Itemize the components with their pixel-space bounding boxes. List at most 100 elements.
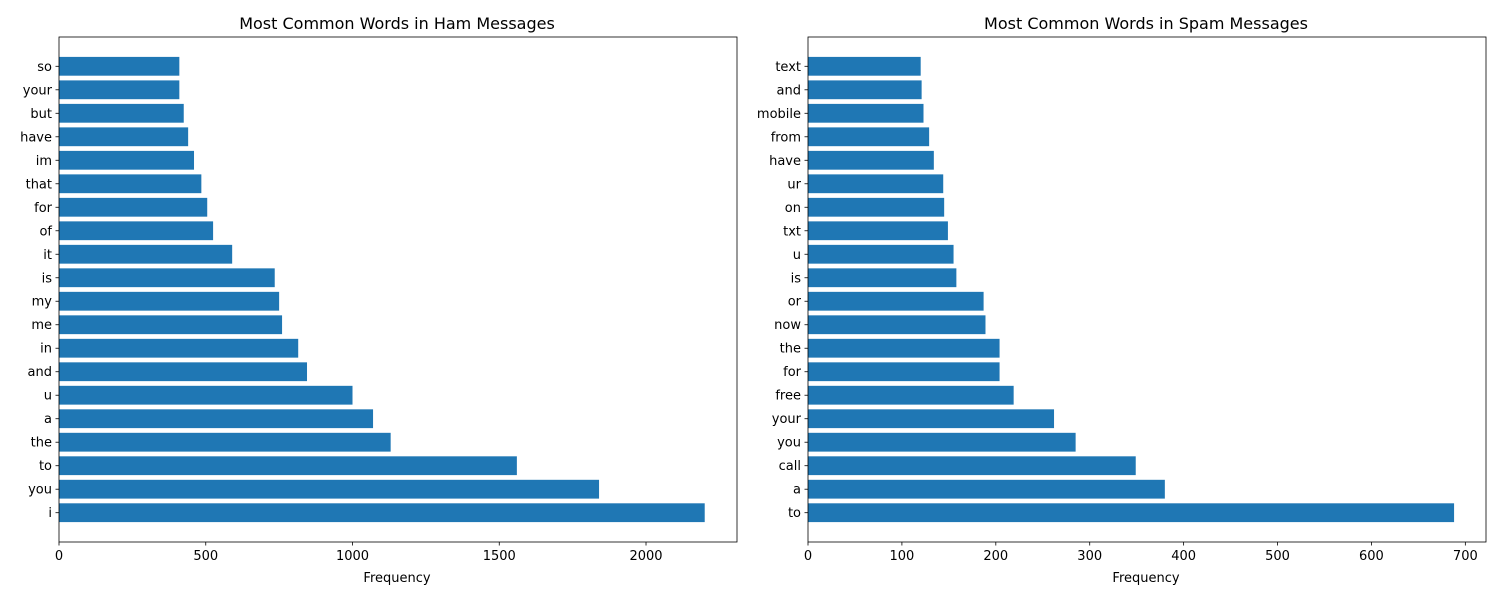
spam-y-tick-label-now: now	[774, 318, 801, 333]
ham-x-tick-label-500: 500	[193, 549, 218, 564]
spam-bar-for	[808, 362, 1000, 382]
spam-y-tick-label-or: or	[788, 295, 802, 310]
ham-x-tick-label-2000: 2000	[629, 549, 662, 564]
ham-y-tick-label-a: a	[44, 412, 52, 427]
spam-bar-txt	[808, 221, 948, 241]
ham-bar-is	[59, 268, 275, 288]
spam-bar-or	[808, 291, 984, 311]
spam-y-tick-label-the: the	[780, 342, 801, 357]
ham-bar-that	[59, 174, 202, 194]
spam-bar-on	[808, 197, 945, 217]
ham-y-tick-label-me: me	[31, 318, 52, 333]
spam-x-tick-label-100: 100	[889, 549, 914, 564]
ham-y-tick-label-that: that	[26, 177, 52, 192]
spam-bar-from	[808, 127, 930, 147]
spam-chart-title: Most Common Words in Spam Messages	[984, 14, 1308, 33]
spam-y-tick-label-from: from	[771, 130, 801, 145]
ham-bar-the	[59, 432, 391, 452]
spam-y-tick-label-txt: txt	[783, 224, 801, 239]
ham-y-tick-label-in: in	[40, 342, 52, 357]
spam-y-tick-label-you: you	[777, 436, 801, 451]
ham-y-tick-label-you: you	[28, 483, 52, 498]
spam-bar-now	[808, 315, 986, 335]
spam-x-tick-label-300: 300	[1077, 549, 1102, 564]
ham-bar-have	[59, 127, 189, 147]
ham-bar-me	[59, 315, 283, 335]
ham-y-tick-label-to: to	[39, 459, 52, 474]
ham-bar-i	[59, 503, 705, 523]
spam-bar-free	[808, 385, 1014, 405]
ham-bar-it	[59, 244, 233, 264]
spam-y-tick-label-ur: ur	[787, 177, 801, 192]
ham-y-tick-label-and: and	[28, 365, 52, 380]
spam-x-tick-label-600: 600	[1359, 549, 1384, 564]
ham-y-tick-label-it: it	[43, 248, 52, 263]
spam-y-tick-label-u: u	[793, 248, 801, 263]
ham-y-tick-label-your: your	[23, 83, 53, 98]
spam-x-tick-label-500: 500	[1265, 549, 1290, 564]
spam-y-tick-label-on: on	[785, 201, 801, 216]
ham-bar-in	[59, 338, 299, 358]
spam-y-tick-label-and: and	[777, 83, 801, 98]
ham-bar-im	[59, 150, 195, 170]
ham-chart-title: Most Common Words in Ham Messages	[239, 14, 555, 33]
ham-bar-so	[59, 56, 180, 76]
ham-bar-a	[59, 409, 374, 429]
ham-y-tick-label-have: have	[20, 130, 52, 145]
spam-bar-is	[808, 268, 957, 288]
ham-bar-you	[59, 479, 600, 499]
spam-bar-a	[808, 479, 1165, 499]
spam-bar-and	[808, 80, 922, 100]
spam-bar-ur	[808, 174, 944, 194]
ham-y-tick-label-my: my	[32, 295, 53, 310]
spam-y-tick-label-text: text	[775, 60, 801, 75]
ham-bar-but	[59, 103, 184, 123]
ham-y-tick-label-im: im	[36, 154, 52, 169]
ham-bar-of	[59, 221, 214, 241]
ham-axes-frame	[58, 36, 738, 543]
spam-bar-the	[808, 338, 1000, 358]
ham-x-tick-label-1000: 1000	[336, 549, 369, 564]
spam-y-tick-label-have: have	[769, 154, 801, 169]
spam-bar-mobile	[808, 103, 924, 123]
ham-bar-your	[59, 80, 180, 100]
ham-y-tick-label-u: u	[44, 389, 52, 404]
ham-x-tick-label-0: 0	[55, 549, 63, 564]
spam-words-chart: Most Common Words in Spam Messages Frequ…	[757, 14, 1487, 586]
spam-bar-have	[808, 150, 934, 170]
spam-bar-you	[808, 432, 1076, 452]
spam-chart-x-axis-label: Frequency	[1112, 571, 1179, 586]
spam-axes-frame	[807, 36, 1487, 543]
spam-bar-to	[808, 503, 1455, 523]
spam-bar-u	[808, 244, 954, 264]
spam-y-tick-label-mobile: mobile	[757, 107, 801, 122]
ham-y-tick-label-but: but	[30, 107, 52, 122]
ham-bar-u	[59, 385, 353, 405]
ham-bar-to	[59, 456, 517, 476]
spam-x-tick-label-700: 700	[1453, 549, 1478, 564]
ham-x-tick-label-1500: 1500	[483, 549, 516, 564]
ham-y-tick-label-for: for	[34, 201, 53, 216]
ham-words-chart: Most Common Words in Ham Messages Freque…	[20, 14, 738, 586]
ham-y-tick-label-is: is	[42, 271, 53, 286]
spam-y-tick-label-a: a	[793, 483, 801, 498]
spam-y-tick-label-your: your	[772, 412, 802, 427]
ham-y-tick-label-so: so	[37, 60, 52, 75]
spam-y-tick-label-is: is	[791, 271, 802, 286]
spam-bar-call	[808, 456, 1136, 476]
spam-x-tick-label-400: 400	[1171, 549, 1196, 564]
spam-y-tick-label-to: to	[788, 506, 801, 521]
ham-y-tick-label-the: the	[31, 436, 52, 451]
ham-bar-and	[59, 362, 308, 382]
ham-chart-x-axis-label: Frequency	[363, 571, 430, 586]
spam-x-tick-label-200: 200	[983, 549, 1008, 564]
ham-y-tick-label-i: i	[48, 506, 52, 521]
spam-x-tick-label-0: 0	[804, 549, 812, 564]
spam-bar-your	[808, 409, 1055, 429]
spam-y-tick-label-for: for	[783, 365, 802, 380]
spam-y-tick-label-call: call	[779, 459, 801, 474]
spam-y-tick-label-free: free	[775, 389, 801, 404]
ham-bar-for	[59, 197, 208, 217]
spam-bar-text	[808, 56, 921, 76]
